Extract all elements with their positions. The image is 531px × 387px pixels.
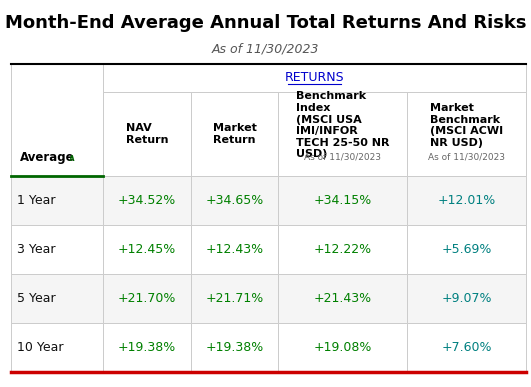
Text: RETURNS: RETURNS xyxy=(285,71,344,84)
Text: As of 11/30/2023: As of 11/30/2023 xyxy=(304,152,381,161)
Text: +12.22%: +12.22% xyxy=(314,243,372,256)
Text: +34.15%: +34.15% xyxy=(314,194,372,207)
Text: +5.69%: +5.69% xyxy=(441,243,492,256)
Text: Benchmark
Index
(MSCI USA
IMI/INFOR
TECH 25-50 NR
USD): Benchmark Index (MSCI USA IMI/INFOR TECH… xyxy=(296,91,390,159)
Text: +12.45%: +12.45% xyxy=(118,243,176,256)
Text: +7.60%: +7.60% xyxy=(441,341,492,354)
Text: 5 Year: 5 Year xyxy=(17,292,56,305)
Text: As of 11/30/2023: As of 11/30/2023 xyxy=(212,43,319,56)
Text: 1 Year: 1 Year xyxy=(17,194,56,207)
Text: +12.01%: +12.01% xyxy=(438,194,495,207)
Text: NAV
Return: NAV Return xyxy=(126,123,168,145)
Text: Market
Benchmark
(MSCI ACWI
NR USD): Market Benchmark (MSCI ACWI NR USD) xyxy=(430,103,503,148)
Text: As of 11/30/2023: As of 11/30/2023 xyxy=(428,152,505,161)
Text: +21.71%: +21.71% xyxy=(205,292,264,305)
Text: Month-End Average Annual Total Returns And Risks: Month-End Average Annual Total Returns A… xyxy=(5,14,526,32)
Text: +19.38%: +19.38% xyxy=(118,341,176,354)
Text: Average: Average xyxy=(20,151,75,164)
Text: +21.70%: +21.70% xyxy=(118,292,176,305)
Text: ∧: ∧ xyxy=(68,153,76,163)
Text: +19.38%: +19.38% xyxy=(205,341,264,354)
Text: 10 Year: 10 Year xyxy=(17,341,64,354)
Text: +34.52%: +34.52% xyxy=(118,194,176,207)
Text: +34.65%: +34.65% xyxy=(205,194,264,207)
Text: +19.08%: +19.08% xyxy=(314,341,372,354)
Text: +12.43%: +12.43% xyxy=(205,243,264,256)
Text: Market
Return: Market Return xyxy=(213,123,256,145)
Text: +21.43%: +21.43% xyxy=(314,292,372,305)
Text: 3 Year: 3 Year xyxy=(17,243,56,256)
Text: +9.07%: +9.07% xyxy=(441,292,492,305)
